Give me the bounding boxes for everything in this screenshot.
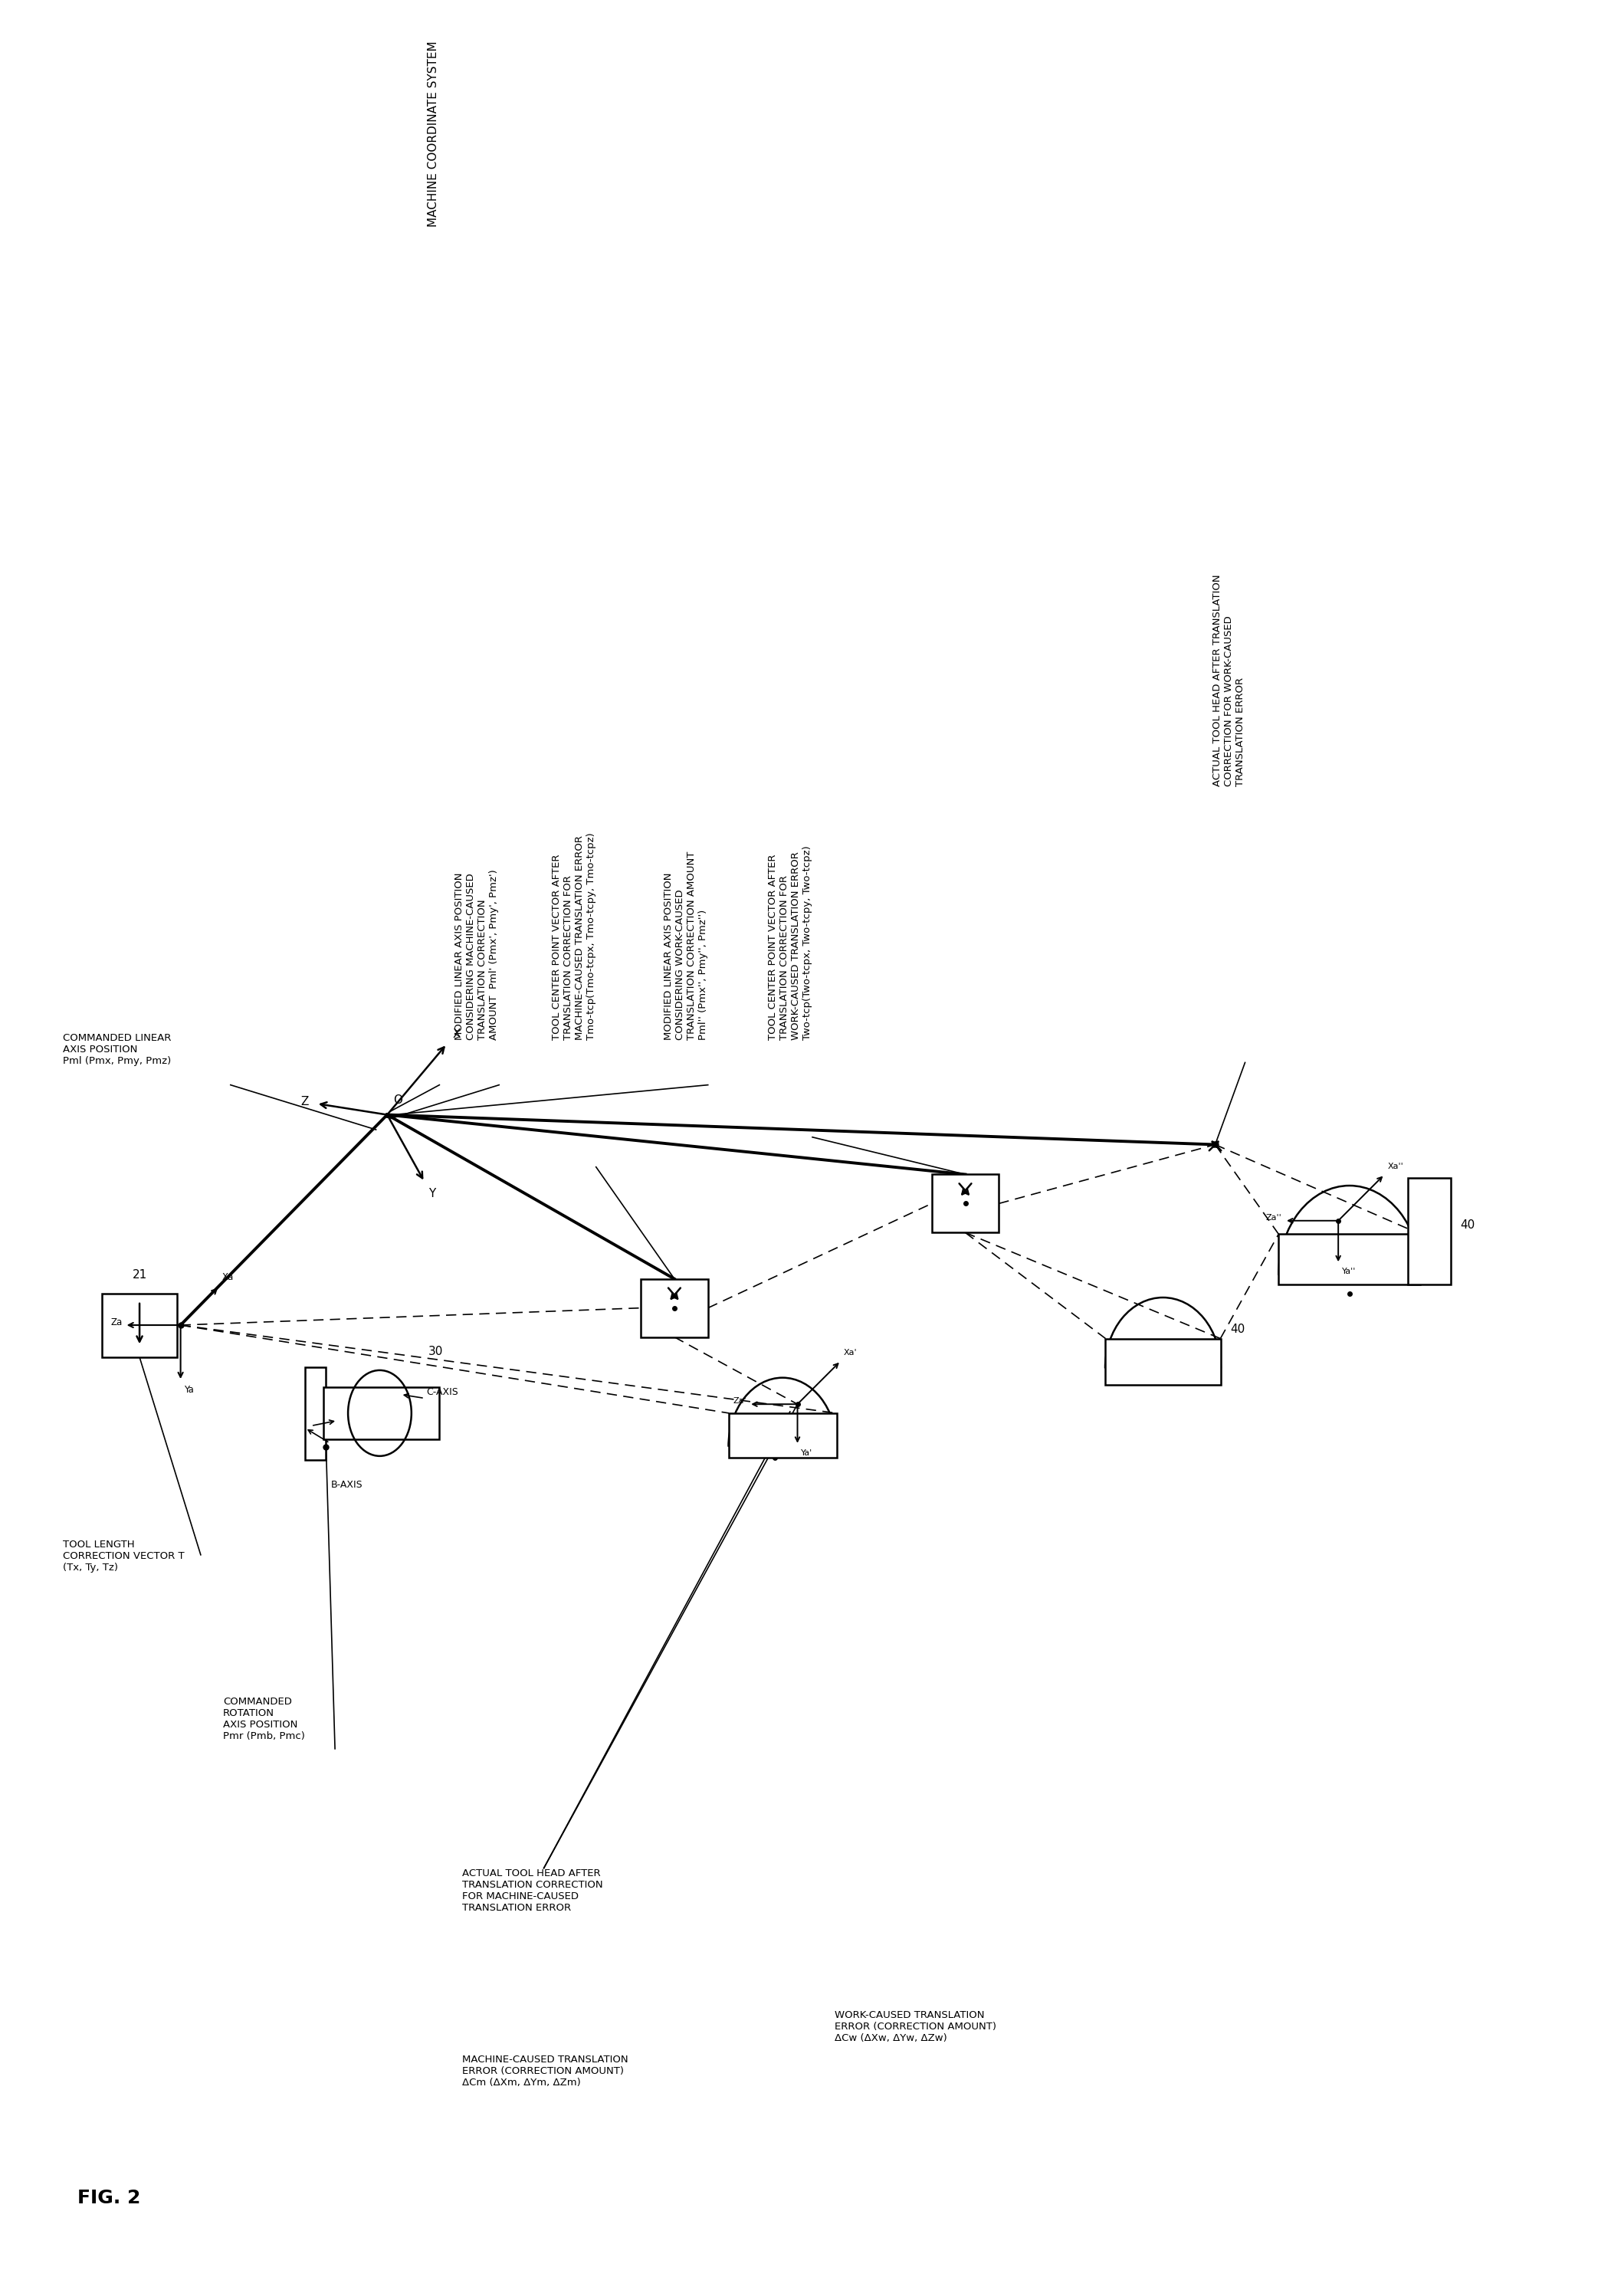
Text: O: O	[393, 1094, 403, 1106]
Text: Xa': Xa'	[844, 1350, 857, 1357]
Text: MACHINE COORDINATE SYSTEM: MACHINE COORDINATE SYSTEM	[427, 41, 440, 228]
Bar	[1106, 1338, 1221, 1384]
Text: 40: 40	[1229, 1325, 1246, 1336]
Bar	[323, 1386, 440, 1439]
Text: 40: 40	[1460, 1220, 1475, 1231]
Text: TOOL LENGTH
CORRECTION VECTOR T
(Tx, Ty, Tz): TOOL LENGTH CORRECTION VECTOR T (Tx, Ty,…	[63, 1539, 184, 1573]
Bar	[305, 1368, 326, 1459]
Text: ACTUAL TOOL HEAD AFTER TRANSLATION
CORRECTION FOR WORK-CAUSED
TRANSLATION ERROR: ACTUAL TOOL HEAD AFTER TRANSLATION CORRE…	[1212, 575, 1246, 787]
Text: Y: Y	[429, 1188, 435, 1199]
Bar	[641, 1279, 708, 1336]
Text: Za': Za'	[732, 1398, 747, 1404]
Text: COMMANDED
ROTATION
AXIS POSITION
Pmr (Pmb, Pmc): COMMANDED ROTATION AXIS POSITION Pmr (Pm…	[222, 1696, 305, 1742]
Text: Za: Za	[110, 1318, 122, 1327]
Text: Za'': Za''	[1265, 1213, 1281, 1222]
Text: MODIFIED LINEAR AXIS POSITION
CONSIDERING MACHINE-CAUSED
TRANSLATION CORRECTION
: MODIFIED LINEAR AXIS POSITION CONSIDERIN…	[455, 869, 499, 1040]
Text: B-AXIS: B-AXIS	[331, 1480, 364, 1491]
Bar	[1278, 1233, 1421, 1286]
Text: MACHINE-CAUSED TRANSLATION
ERROR (CORRECTION AMOUNT)
ΔCm (ΔXm, ΔYm, ΔZm): MACHINE-CAUSED TRANSLATION ERROR (CORREC…	[461, 2054, 628, 2088]
Text: FIG. 2: FIG. 2	[78, 2189, 141, 2207]
Text: 21: 21	[132, 1270, 146, 1281]
Text: Xa: Xa	[222, 1272, 234, 1281]
Text: TOOL CENTER POINT VECTOR AFTER
TRANSLATION CORRECTION FOR
WORK-CAUSED TRANSLATIO: TOOL CENTER POINT VECTOR AFTER TRANSLATI…	[768, 846, 812, 1040]
Text: Ya': Ya'	[801, 1448, 814, 1457]
Bar	[932, 1174, 999, 1233]
Bar	[102, 1293, 177, 1357]
Text: Ya: Ya	[184, 1384, 193, 1395]
Bar	[729, 1414, 836, 1457]
Text: COMMANDED LINEAR
AXIS POSITION
Pml (Pmx, Pmy, Pmz): COMMANDED LINEAR AXIS POSITION Pml (Pmx,…	[63, 1033, 171, 1065]
Bar	[1408, 1179, 1450, 1286]
Text: MODIFIED LINEAR AXIS POSITION
CONSIDERING WORK-CAUSED
TRANSLATION CORRECTION AMO: MODIFIED LINEAR AXIS POSITION CONSIDERIN…	[664, 850, 708, 1040]
Text: TOOL CENTER POINT VECTOR AFTER
TRANSLATION CORRECTION FOR
MACHINE-CAUSED TRANSLA: TOOL CENTER POINT VECTOR AFTER TRANSLATI…	[552, 832, 596, 1040]
Text: ACTUAL TOOL HEAD AFTER
TRANSLATION CORRECTION
FOR MACHINE-CAUSED
TRANSLATION ERR: ACTUAL TOOL HEAD AFTER TRANSLATION CORRE…	[461, 1867, 603, 1913]
Text: Z: Z	[300, 1097, 309, 1108]
Text: X: X	[453, 1028, 461, 1040]
Text: C-AXIS: C-AXIS	[425, 1386, 458, 1398]
Text: Ya'': Ya''	[1341, 1268, 1356, 1275]
Text: Xa'': Xa''	[1387, 1163, 1403, 1170]
Text: WORK-CAUSED TRANSLATION
ERROR (CORRECTION AMOUNT)
ΔCw (ΔXw, ΔYw, ΔZw): WORK-CAUSED TRANSLATION ERROR (CORRECTIO…	[835, 2011, 997, 2043]
Text: 30: 30	[429, 1345, 443, 1357]
